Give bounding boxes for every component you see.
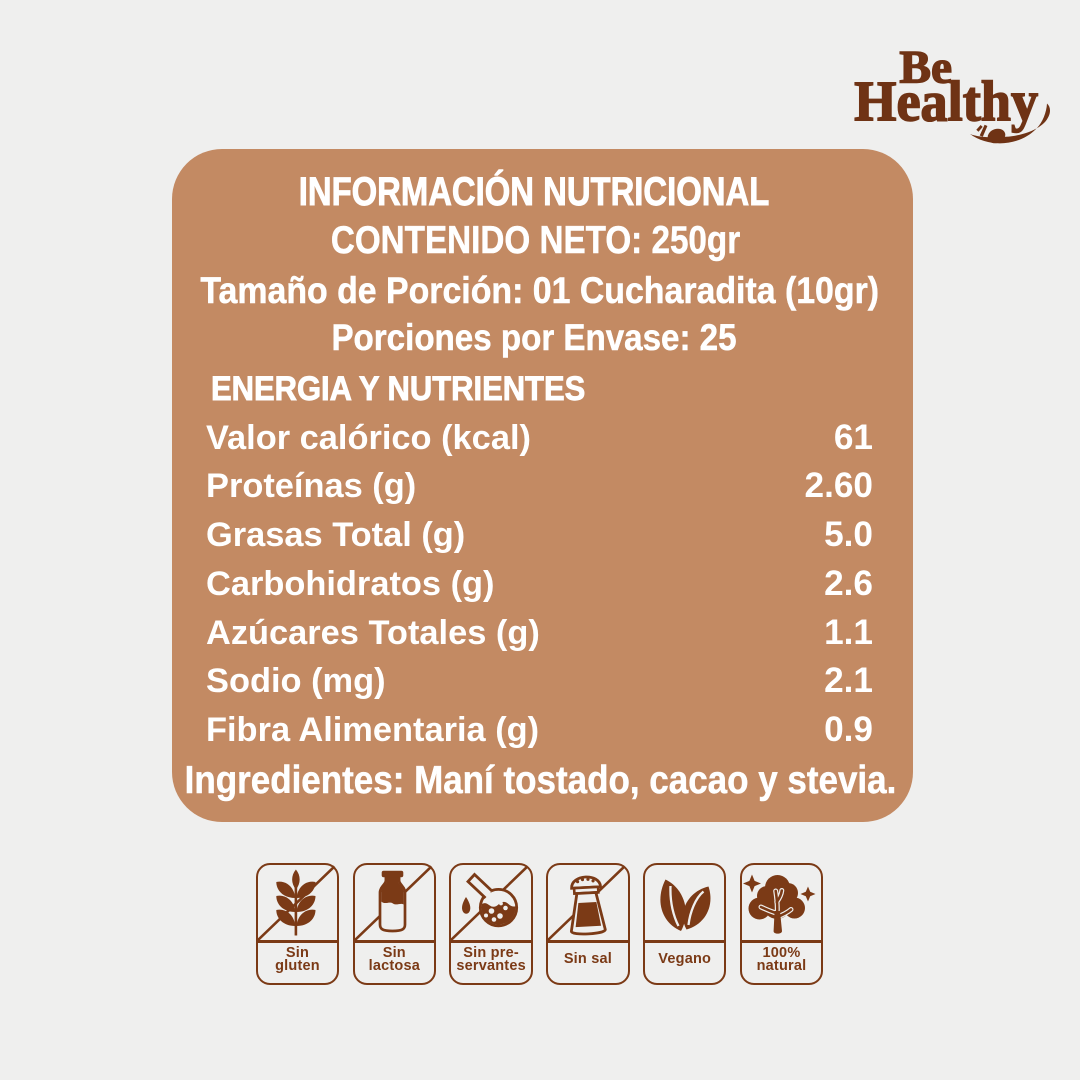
svg-text:Be: Be — [899, 42, 952, 94]
svg-text:Healthy: Healthy — [854, 70, 1038, 134]
